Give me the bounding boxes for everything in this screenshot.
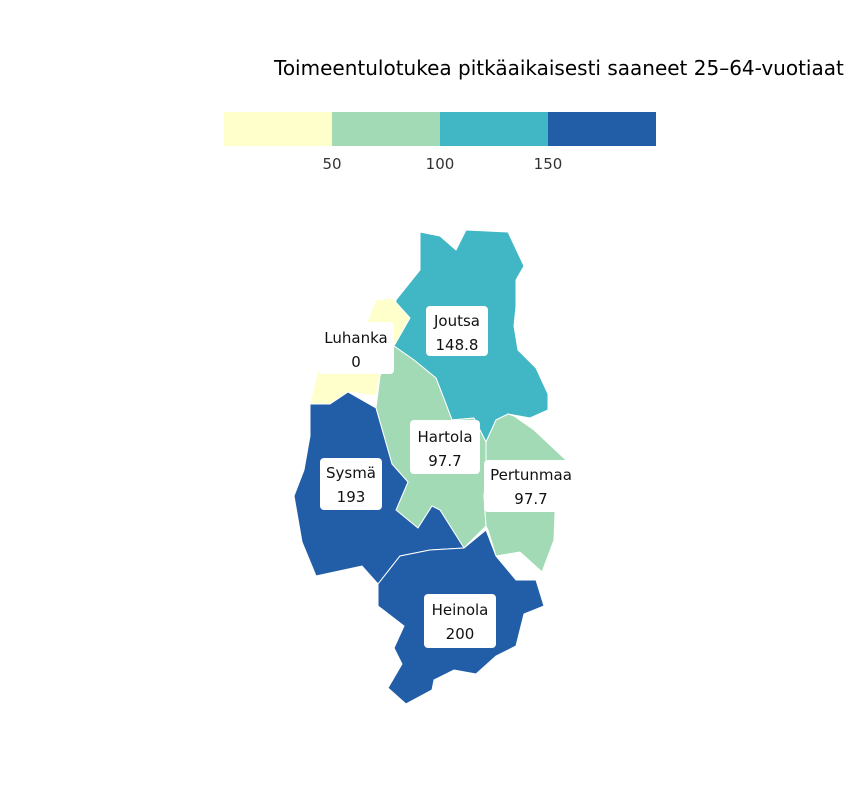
- legend-swatch-4: [548, 112, 656, 146]
- label-sysma-value: 193: [337, 488, 366, 506]
- label-heinola-value: 200: [446, 625, 475, 643]
- label-luhanka: Luhanka 0: [318, 322, 394, 374]
- label-joutsa-value: 148.8: [436, 336, 479, 354]
- label-sysma-name: Sysmä: [326, 464, 376, 482]
- label-hartola-value: 97.7: [428, 452, 461, 470]
- label-pertunmaa-value: 97.7: [514, 490, 547, 508]
- legend-swatch-2: [332, 112, 440, 146]
- label-hartola: Hartola 97.7: [410, 420, 480, 474]
- legend-tick-150: 150: [533, 155, 563, 173]
- label-luhanka-value: 0: [351, 353, 361, 371]
- label-heinola: Heinola 200: [424, 594, 496, 648]
- legend-swatch-3: [440, 112, 548, 146]
- legend-tick-50: 50: [322, 155, 342, 173]
- label-hartola-name: Hartola: [417, 428, 472, 446]
- legend-swatch-1: [224, 112, 332, 146]
- label-pertunmaa-name: Pertunmaa: [490, 466, 572, 484]
- label-heinola-name: Heinola: [432, 601, 489, 619]
- map-title: Toimeentulotukea pitkäaikaisesti saaneet…: [274, 56, 844, 80]
- label-luhanka-name: Luhanka: [324, 329, 387, 347]
- legend-tick-100: 100: [425, 155, 455, 173]
- label-sysma: Sysmä 193: [320, 458, 382, 510]
- label-joutsa-name: Joutsa: [433, 312, 480, 330]
- label-joutsa: Joutsa 148.8: [426, 306, 488, 356]
- color-legend: [224, 112, 656, 146]
- label-pertunmaa: Pertunmaa 97.7: [484, 460, 578, 512]
